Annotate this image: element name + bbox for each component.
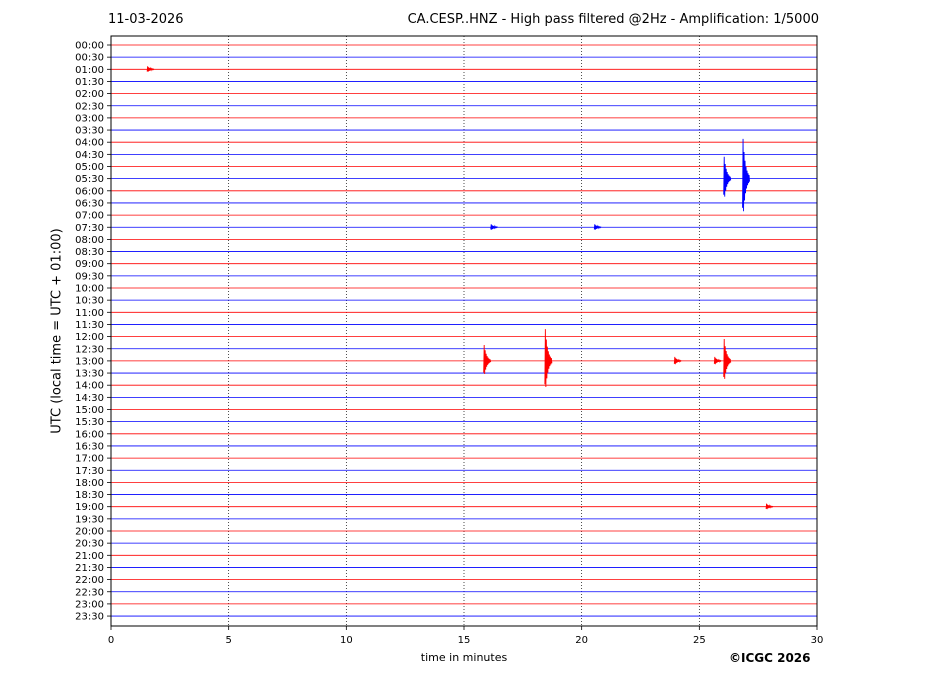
y-tick-label: 06:00 — [75, 186, 104, 197]
y-tick-label: 09:00 — [75, 259, 104, 270]
event-waveform — [483, 344, 492, 374]
y-tick-label: 20:00 — [75, 527, 104, 538]
y-tick-label: 14:00 — [75, 381, 104, 392]
y-tick-label: 06:30 — [75, 198, 104, 209]
y-tick-label: 04:00 — [75, 138, 104, 149]
y-tick-label: 23:30 — [75, 612, 104, 623]
y-tick-label: 04:30 — [75, 150, 104, 161]
x-tick-label: 15 — [458, 635, 471, 646]
chart-title: CA.CESP..HNZ - High pass filtered @2Hz -… — [407, 12, 819, 27]
y-tick-label: 09:30 — [75, 271, 104, 282]
y-tick-label: 10:00 — [75, 284, 104, 295]
y-tick-label: 01:00 — [75, 65, 104, 76]
y-tick-label: 17:30 — [75, 466, 104, 477]
y-tick-label: 05:00 — [75, 162, 104, 173]
y-tick-label: 19:00 — [75, 502, 104, 513]
y-tick-label: 21:30 — [75, 563, 104, 574]
event-waveform — [593, 224, 602, 230]
x-tick-label: 20 — [575, 635, 588, 646]
event-waveform — [673, 356, 682, 365]
vertical-grid — [228, 36, 700, 626]
y-tick-label: 08:30 — [75, 247, 104, 258]
x-tick-label: 0 — [108, 635, 114, 646]
y-tick-label: 05:30 — [75, 174, 104, 185]
y-tick-label: 18:30 — [75, 490, 104, 501]
y-tick-label: 08:00 — [75, 235, 104, 246]
y-tick-label: 13:30 — [75, 369, 104, 380]
y-tick-label: 19:30 — [75, 514, 104, 525]
y-tick-label: 02:00 — [75, 89, 104, 100]
y-tick-label: 15:00 — [75, 405, 104, 416]
event-waveform — [146, 66, 155, 72]
event-waveform — [765, 503, 774, 510]
y-tick-label: 15:30 — [75, 417, 104, 428]
traces — [111, 44, 817, 617]
x-axis-label: time in minutes — [420, 651, 508, 664]
y-tick-label: 00:30 — [75, 53, 104, 64]
y-tick-label: 16:00 — [75, 429, 104, 440]
y-tick-label: 11:30 — [75, 320, 104, 331]
y-tick-label: 03:30 — [75, 126, 104, 137]
y-tick-label: 14:30 — [75, 393, 104, 404]
y-tick-label: 10:30 — [75, 296, 104, 307]
y-tick-label: 17:00 — [75, 454, 104, 465]
event-waveform — [723, 156, 732, 197]
y-tick-label: 12:30 — [75, 344, 104, 355]
y-tick-label: 23:00 — [75, 599, 104, 610]
y-tick-label: 20:30 — [75, 539, 104, 550]
y-tick-label: 07:00 — [75, 211, 104, 222]
y-tick-label: 21:00 — [75, 551, 104, 562]
y-tick-label: 07:30 — [75, 223, 104, 234]
y-tick-label: 02:30 — [75, 101, 104, 112]
y-tick-label: 13:00 — [75, 356, 104, 367]
plot-frame — [110, 35, 818, 627]
date-label: 11-03-2026 — [108, 12, 184, 27]
x-ticks: 0 5 10 15 20 25 30 — [108, 626, 824, 646]
x-tick-label: 10 — [340, 635, 353, 646]
event-waveform — [713, 356, 722, 365]
event-waveform — [723, 339, 732, 379]
y-tick-label: 11:00 — [75, 308, 104, 319]
y-tick-label: 18:00 — [75, 478, 104, 489]
y-tick-label: 00:00 — [75, 41, 104, 52]
event-waveform — [490, 224, 499, 230]
y-tick-label: 03:00 — [75, 113, 104, 124]
event-waveform — [742, 138, 750, 212]
y-tick-label: 16:30 — [75, 441, 104, 452]
seismic-events — [146, 66, 774, 510]
y-tick-label: 22:00 — [75, 575, 104, 586]
copyright-label: ©ICGC 2026 — [729, 651, 811, 665]
x-tick-label: 5 — [225, 635, 231, 646]
y-tick-label: 12:00 — [75, 332, 104, 343]
x-tick-label: 30 — [811, 635, 824, 646]
y-tick-label: 01:30 — [75, 77, 104, 88]
y-tick-label: 22:30 — [75, 587, 104, 598]
event-waveform — [544, 329, 553, 387]
x-tick-label: 25 — [693, 635, 706, 646]
